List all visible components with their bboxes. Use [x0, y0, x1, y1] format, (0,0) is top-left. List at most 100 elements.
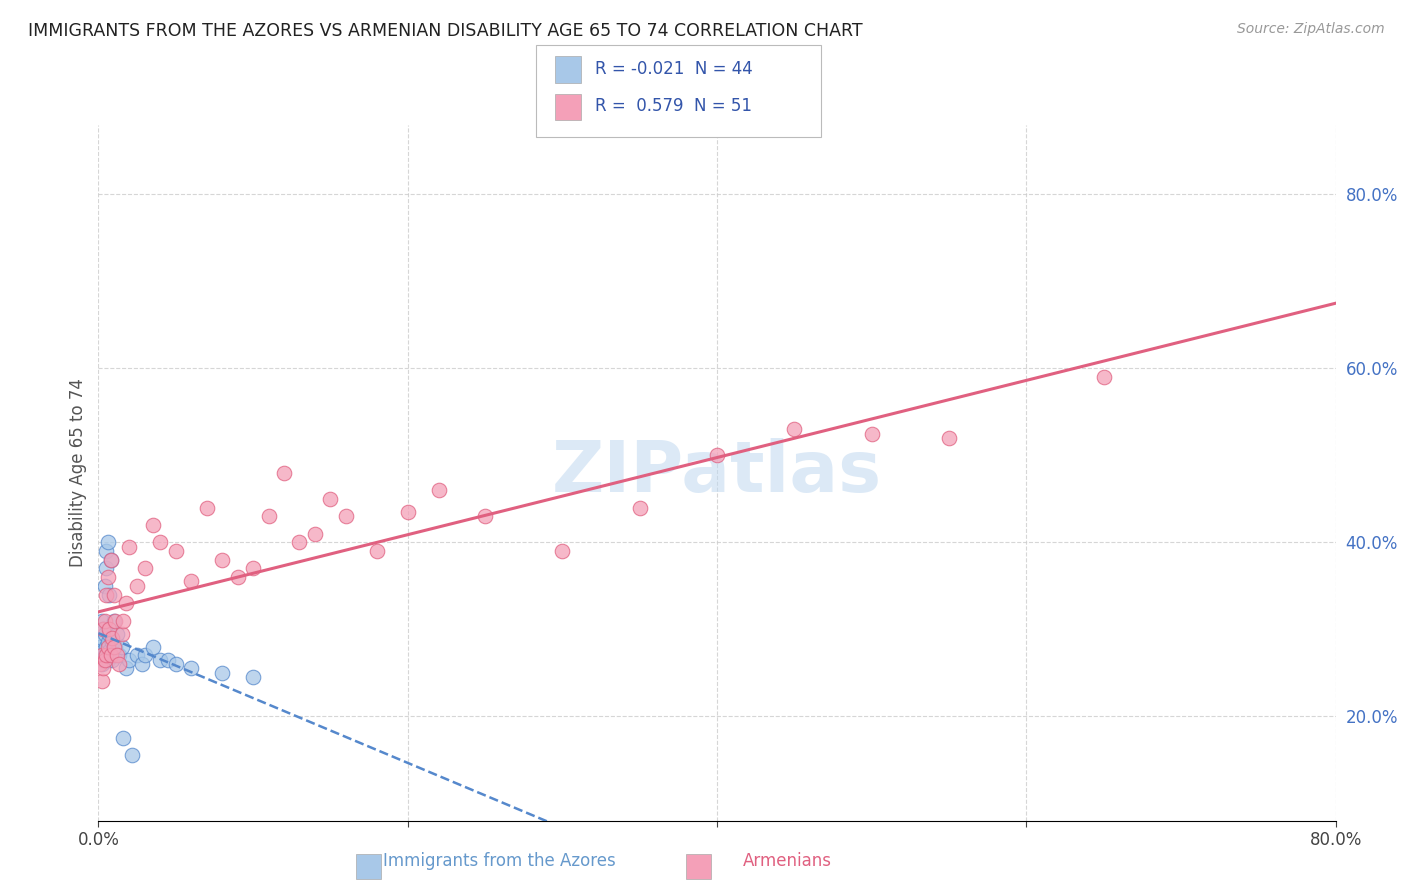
- Point: [90, 614, 112, 628]
- Point: [149, 535, 172, 549]
- Text: Armenians: Armenians: [742, 852, 832, 870]
- Point: [783, 422, 806, 436]
- Point: [304, 526, 326, 541]
- Point: [107, 648, 129, 663]
- Point: [100, 648, 122, 663]
- Point: [111, 640, 132, 654]
- Point: [180, 661, 202, 675]
- Point: [165, 657, 187, 671]
- Y-axis label: Disability Age 65 to 74: Disability Age 65 to 74: [69, 378, 87, 567]
- Point: [427, 483, 450, 498]
- Point: [131, 657, 153, 671]
- Point: [105, 648, 128, 663]
- Point: [93, 614, 115, 628]
- Point: [90, 648, 112, 663]
- Point: [90, 674, 112, 689]
- Point: [97, 653, 120, 667]
- Point: [118, 540, 141, 554]
- Point: [180, 574, 202, 589]
- Point: [91, 653, 114, 667]
- Point: [103, 648, 125, 663]
- Point: [141, 640, 165, 654]
- Point: [104, 640, 127, 654]
- Point: [93, 653, 115, 667]
- Point: [101, 653, 124, 667]
- Point: [97, 635, 120, 649]
- Point: [335, 509, 357, 524]
- Point: [96, 561, 118, 575]
- Point: [91, 623, 114, 637]
- Point: [112, 614, 135, 628]
- Point: [100, 552, 122, 567]
- Point: [104, 614, 127, 628]
- Text: Immigrants from the Azores: Immigrants from the Azores: [382, 852, 616, 870]
- Point: [90, 631, 112, 645]
- Text: ZIPatlas: ZIPatlas: [553, 438, 882, 508]
- Point: [319, 491, 342, 506]
- Point: [103, 587, 125, 601]
- Point: [97, 640, 120, 654]
- Point: [628, 500, 651, 515]
- Point: [89, 648, 111, 663]
- Point: [93, 626, 115, 640]
- Point: [105, 626, 128, 640]
- Point: [165, 544, 187, 558]
- Point: [474, 509, 496, 524]
- Point: [211, 665, 233, 680]
- Point: [97, 535, 120, 549]
- Point: [127, 579, 149, 593]
- Point: [96, 587, 118, 601]
- Point: [96, 648, 118, 663]
- Point: [98, 626, 121, 640]
- Point: [96, 640, 118, 654]
- Point: [96, 544, 118, 558]
- Point: [107, 657, 129, 671]
- Point: [242, 670, 264, 684]
- Point: [111, 626, 132, 640]
- Point: [134, 648, 156, 663]
- Point: [1092, 370, 1115, 384]
- Point: [93, 648, 115, 663]
- Point: [938, 431, 960, 445]
- Point: [211, 552, 233, 567]
- Point: [98, 623, 121, 637]
- Point: [157, 653, 180, 667]
- Point: [366, 544, 388, 558]
- Point: [103, 614, 125, 628]
- Point: [288, 535, 311, 549]
- Point: [91, 661, 114, 675]
- Point: [141, 517, 165, 532]
- Point: [100, 552, 122, 567]
- Point: [118, 653, 141, 667]
- Point: [98, 644, 121, 658]
- Point: [121, 748, 143, 763]
- Point: [396, 505, 419, 519]
- Point: [100, 648, 122, 663]
- Point: [90, 657, 112, 671]
- Point: [101, 631, 124, 645]
- Point: [91, 623, 114, 637]
- Point: [226, 570, 249, 584]
- Point: [149, 653, 172, 667]
- Point: [115, 596, 138, 610]
- Point: [98, 587, 121, 601]
- Point: [112, 731, 135, 745]
- Point: [91, 644, 114, 658]
- Point: [134, 561, 156, 575]
- Point: [115, 661, 138, 675]
- Point: [860, 426, 883, 441]
- Point: [551, 544, 574, 558]
- Point: [89, 657, 111, 671]
- Text: R =  0.579  N = 51: R = 0.579 N = 51: [595, 97, 752, 115]
- Point: [195, 500, 218, 515]
- Point: [97, 570, 120, 584]
- Point: [101, 635, 124, 649]
- Text: Source: ZipAtlas.com: Source: ZipAtlas.com: [1237, 22, 1385, 37]
- Point: [127, 648, 149, 663]
- Point: [89, 640, 111, 654]
- Point: [706, 448, 728, 462]
- Point: [103, 640, 125, 654]
- Point: [93, 579, 115, 593]
- Point: [273, 466, 295, 480]
- Text: R = -0.021  N = 44: R = -0.021 N = 44: [595, 60, 752, 78]
